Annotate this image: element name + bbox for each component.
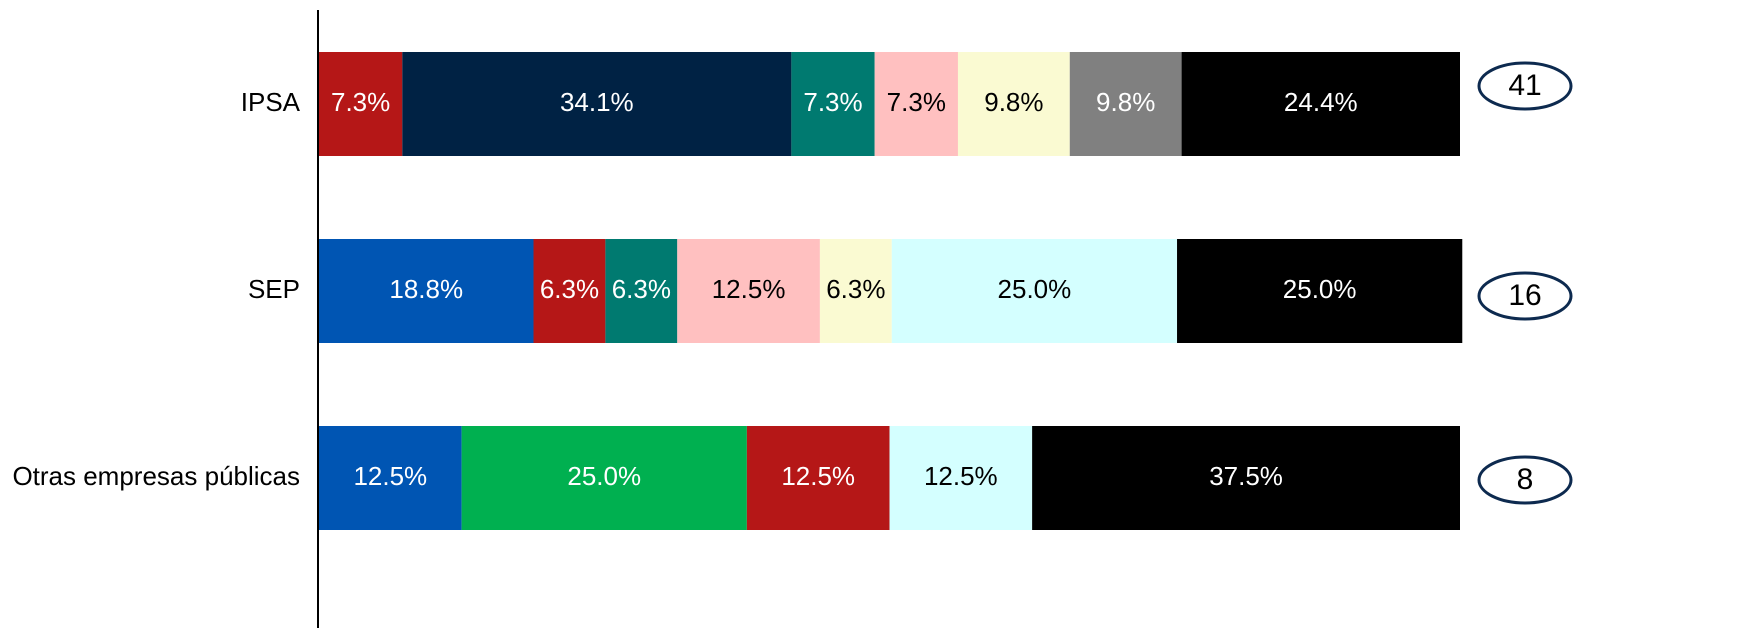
value-label: 12.5% xyxy=(353,461,427,491)
value-label: 7.3% xyxy=(887,87,946,117)
total-oval xyxy=(1477,455,1573,505)
bar-segment xyxy=(533,239,606,343)
value-label: 25.0% xyxy=(567,461,641,491)
value-label: 6.3% xyxy=(826,274,885,304)
value-label: 6.3% xyxy=(612,274,671,304)
total-label: 41 xyxy=(1508,69,1541,102)
value-label: 24.4% xyxy=(1284,87,1358,117)
category-label: IPSA xyxy=(241,87,301,117)
value-label: 6.3% xyxy=(540,274,599,304)
bar-segment xyxy=(1177,239,1463,343)
bar-segment xyxy=(957,52,1070,156)
value-label: 7.3% xyxy=(803,87,862,117)
bar-segment xyxy=(746,426,890,530)
bar-segment xyxy=(461,426,747,530)
bar-segment xyxy=(319,426,462,530)
bar-segment xyxy=(891,239,1178,343)
bar-segment xyxy=(319,52,403,156)
value-label: 37.5% xyxy=(1209,461,1283,491)
bar-segment xyxy=(1032,426,1460,530)
value-label: 18.8% xyxy=(389,274,463,304)
value-label: 9.8% xyxy=(1096,87,1155,117)
bar-segment xyxy=(819,239,892,343)
total-label: 16 xyxy=(1508,279,1541,312)
bar-segment xyxy=(402,52,792,156)
value-label: 25.0% xyxy=(1283,274,1357,304)
value-label: 25.0% xyxy=(998,274,1072,304)
bar-segment xyxy=(874,52,958,156)
bar-segment xyxy=(605,239,678,343)
value-label: 7.3% xyxy=(331,87,390,117)
value-label: 12.5% xyxy=(781,461,855,491)
value-label: 34.1% xyxy=(560,87,634,117)
total-oval xyxy=(1477,61,1573,111)
bar-segment xyxy=(319,239,534,343)
value-label: 9.8% xyxy=(984,87,1043,117)
bar-segment xyxy=(791,52,875,156)
category-label: Otras empresas públicas xyxy=(12,461,300,491)
bar-segment xyxy=(889,426,1033,530)
value-label: 12.5% xyxy=(712,274,786,304)
value-label: 12.5% xyxy=(924,461,998,491)
total-label: 8 xyxy=(1517,463,1534,496)
bar-segment xyxy=(1069,52,1182,156)
bar-segment xyxy=(1181,52,1460,156)
total-oval xyxy=(1477,271,1573,321)
bar-segment xyxy=(677,239,820,343)
category-label: SEP xyxy=(248,274,300,304)
